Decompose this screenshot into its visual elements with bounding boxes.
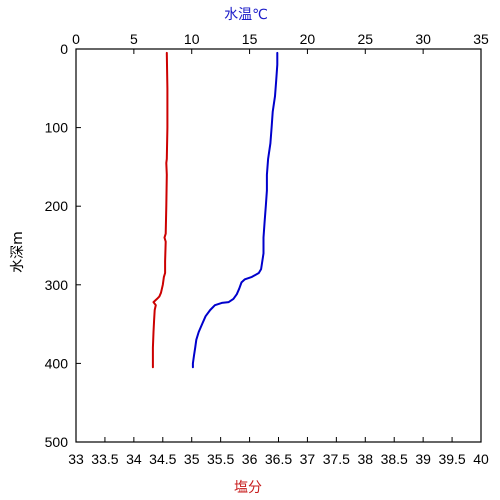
series-layer: [151, 51, 279, 369]
x-top-tick-label: 35: [473, 31, 489, 47]
x-bottom-tick-label: 35: [184, 451, 200, 467]
x-top-tick-label: 20: [300, 31, 316, 47]
y-tick-label: 0: [60, 41, 68, 57]
x-bottom-tick-label: 38.5: [381, 451, 408, 467]
temperature-profile-line: [191, 51, 279, 369]
x-bottom-tick-label: 35.5: [207, 451, 234, 467]
plot-frame: [75, 48, 482, 443]
x-bottom-axis-ticks: 33 33.5 34 34.5 35 35.5 36 36.5 37 37.5 38 38.5 39 39…: [68, 437, 489, 467]
y-axis-ticks: 0 100 200 300 400 500: [45, 41, 81, 450]
x-top-axis-title: 水温℃: [224, 7, 268, 23]
x-bottom-tick-label: 38: [357, 451, 373, 467]
y-tick-label: 500: [45, 434, 69, 450]
x-bottom-tick-label: 39: [415, 451, 431, 467]
x-bottom-tick-label: 33: [68, 451, 84, 467]
x-bottom-tick-label: 37: [300, 451, 316, 467]
x-top-axis-ticks: 0 5 10 15 20 25 30 35: [72, 31, 489, 54]
x-bottom-tick-label: 40: [473, 451, 489, 467]
x-bottom-axis-title: 塩分: [234, 480, 262, 496]
x-top-tick-label: 0: [72, 31, 80, 47]
x-bottom-tick-label: 33.5: [91, 451, 118, 467]
x-top-tick-label: 30: [415, 31, 431, 47]
y-tick-label: 400: [45, 355, 69, 371]
y-tick-label: 200: [45, 198, 69, 214]
x-top-tick-label: 10: [184, 31, 200, 47]
y-tick-label: 300: [45, 277, 69, 293]
x-bottom-tick-label: 36: [242, 451, 258, 467]
x-bottom-tick-label: 34.5: [149, 451, 176, 467]
x-bottom-tick-label: 36.5: [265, 451, 292, 467]
x-bottom-tick-label: 39.5: [438, 451, 465, 467]
y-tick-label: 100: [45, 120, 69, 136]
x-top-tick-label: 5: [130, 31, 138, 47]
salinity-profile-line: [151, 51, 169, 369]
x-bottom-tick-label: 37.5: [323, 451, 350, 467]
x-bottom-tick-label: 34: [126, 451, 142, 467]
x-top-tick-label: 25: [357, 31, 373, 47]
y-axis-title: 水深m: [10, 231, 26, 273]
x-top-tick-label: 15: [242, 31, 258, 47]
